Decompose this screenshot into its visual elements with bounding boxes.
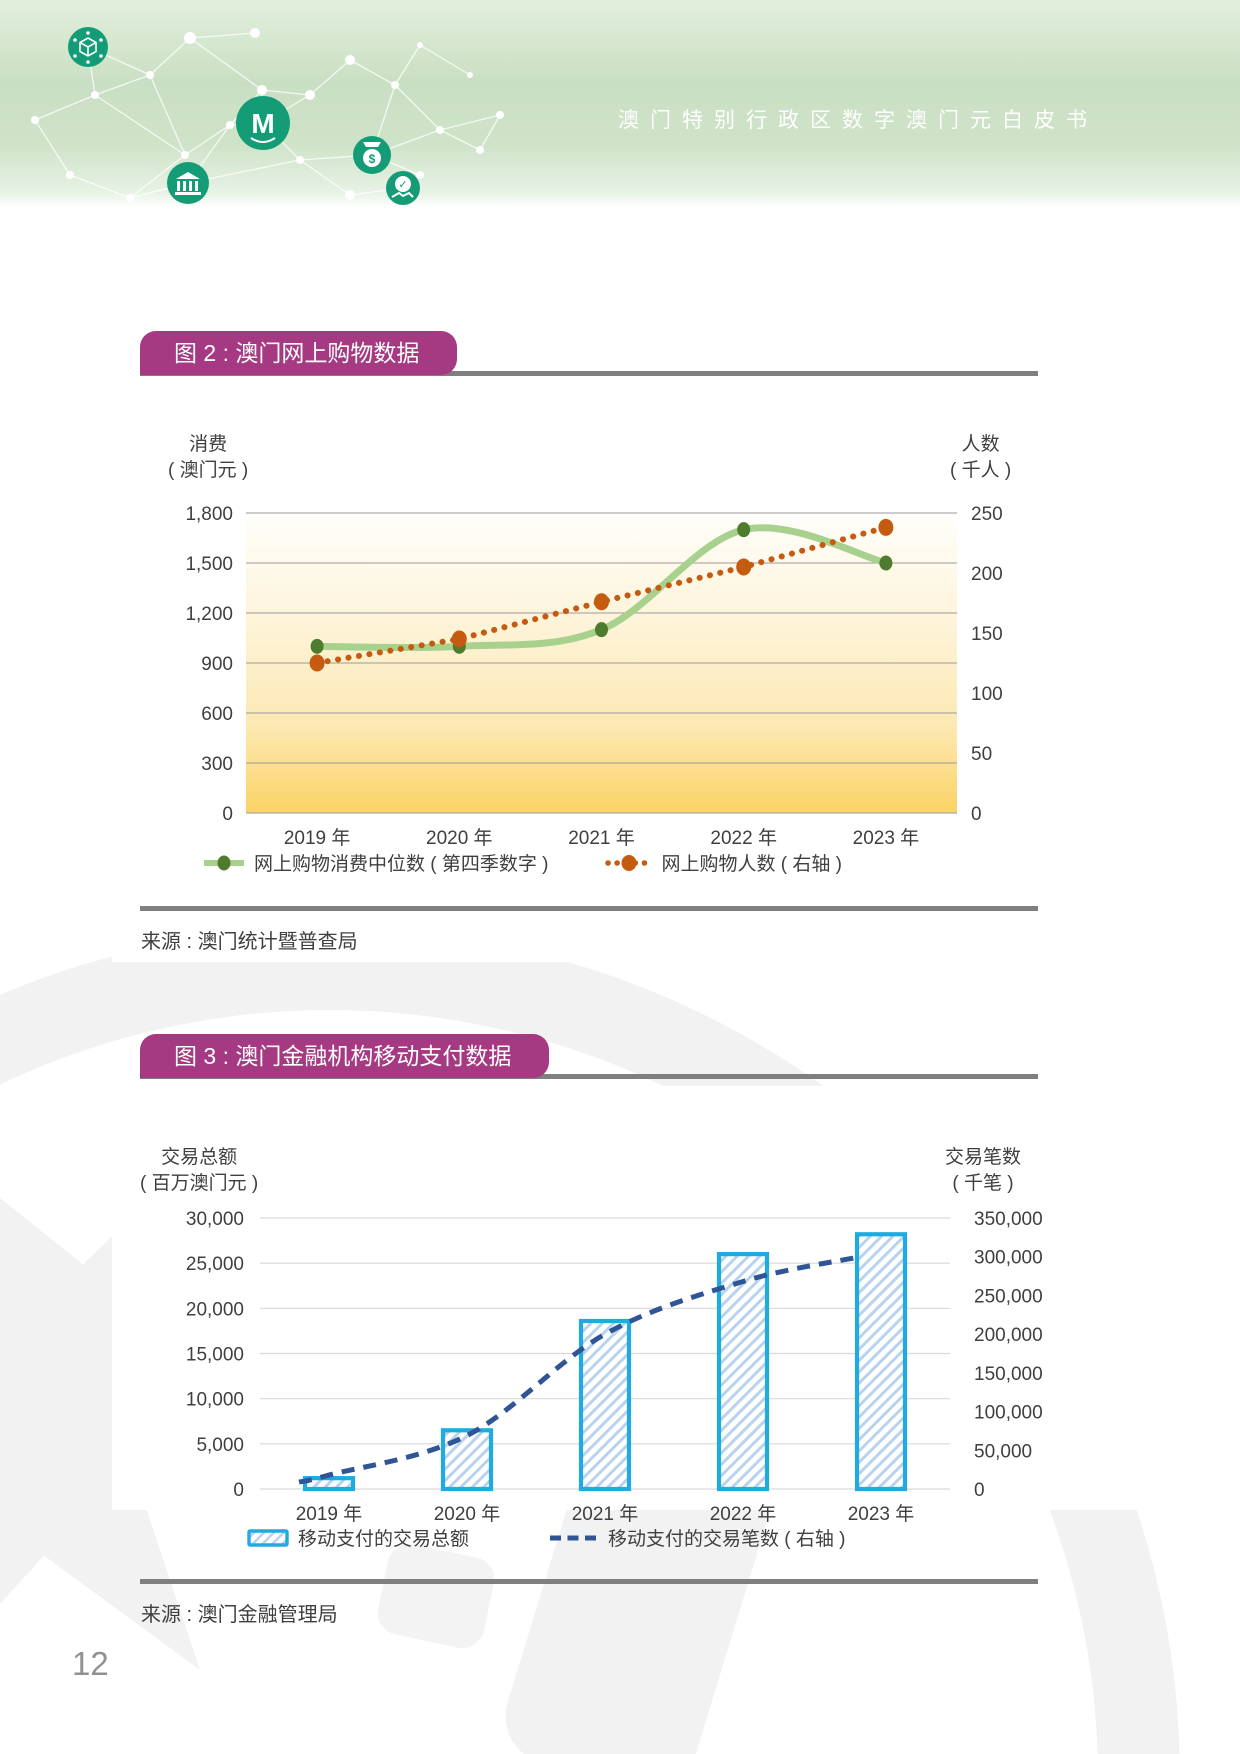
axis-tick-label: 600 [201, 704, 233, 725]
orange-data-point [309, 654, 325, 672]
green-data-point [595, 622, 608, 638]
page-number: 12 [72, 1645, 109, 1682]
legend-item-transaction-value: 移动支付的交易总额 [247, 1524, 469, 1551]
x-axis-label: 2021 年 [572, 1503, 639, 1525]
x-axis-label: 2019 年 [284, 827, 351, 849]
document-title: 澳门特别行政区数字澳门元白皮书 [618, 109, 1098, 132]
shoppers-dotted-line [314, 524, 889, 666]
handshake-check-icon: ✓ [386, 171, 420, 205]
axis-tick-label: 30,000 [186, 1209, 244, 1230]
legend-item-shoppers: 网上购物人数 ( 右轴 ) [604, 849, 842, 876]
x-axis-label: 2023 年 [848, 1503, 915, 1525]
payment-value-bar [302, 1476, 356, 1492]
payment-value-bar [854, 1232, 908, 1492]
orange-data-point [736, 558, 752, 576]
figure3-title: 图 3 : 澳门金融机构移动支付数据 [140, 1034, 550, 1078]
axis-tick-label: 1,800 [185, 504, 233, 525]
legend-item-transaction-count: 移动支付的交易笔数 ( 右轴 ) [549, 1524, 846, 1551]
chart2-right-axis-title: 交易笔数 ( 千笔 ) [945, 1147, 1022, 1194]
green-line-swatch [204, 855, 244, 870]
figure3-source: 来源 : 澳门金融管理局 [141, 1604, 338, 1626]
axis-tick-label: 250,000 [974, 1286, 1043, 1307]
axis-tick-label: 150,000 [974, 1364, 1043, 1385]
chart1-legend: 网上购物消费中位数 ( 第四季数字 ) 网上购物人数 ( 右轴 ) [203, 849, 842, 876]
payment-value-bar [440, 1428, 494, 1492]
online-shopping-chart: 1,800 1,500 1,200 900 600 300 0 250 200 150 100 50 0… [185, 504, 1003, 849]
chart2-legend: 移动支付的交易总额 移动支付的交易笔数 ( 右轴 ) [247, 1524, 846, 1551]
axis-tick-label: 1,200 [185, 604, 233, 625]
axis-tick-label: 350,000 [974, 1209, 1043, 1230]
axis-tick-label: 50,000 [974, 1441, 1032, 1462]
x-axis-label: 2022 年 [710, 827, 777, 849]
svg-text:✓: ✓ [398, 178, 407, 191]
axis-tick-label: 100 [971, 684, 1003, 705]
x-axis-label: 2020 年 [426, 827, 493, 849]
axis-tick-label: 100,000 [974, 1403, 1043, 1424]
svg-text:$: $ [369, 152, 376, 166]
axis-tick-label: 300 [201, 754, 233, 775]
axis-tick-label: 150 [971, 624, 1003, 645]
figure2-title-rule [140, 371, 1038, 376]
green-data-point [737, 522, 751, 538]
x-axis-label: 2023 年 [853, 827, 920, 849]
money-bag-icon: $ [353, 136, 391, 174]
axis-tick-label: 50 [971, 744, 992, 765]
figure2-source: 来源 : 澳门统计暨普查局 [141, 931, 358, 953]
orange-data-point [451, 630, 467, 648]
axis-tick-label: 5,000 [196, 1435, 244, 1456]
orange-data-point [878, 518, 894, 536]
orange-data-point [594, 593, 609, 611]
orange-dotted-swatch [604, 854, 653, 871]
network-graphic: M $ ✓ [31, 27, 504, 205]
x-axis-label: 2022 年 [710, 1503, 777, 1525]
hatched-bar-swatch [247, 1528, 289, 1547]
axis-tick-label: 250 [971, 504, 1003, 525]
axis-tick-label: 20,000 [186, 1299, 244, 1320]
legend-item-consumption: 网上购物消费中位数 ( 第四季数字 ) [203, 849, 549, 876]
axis-tick-label: 10,000 [186, 1390, 244, 1411]
axis-tick-label: 0 [974, 1480, 985, 1501]
payment-value-bar [716, 1252, 770, 1492]
macau-m-logo-icon: M [236, 96, 290, 150]
axis-tick-label: 900 [201, 654, 233, 675]
axis-tick-label: 0 [971, 804, 982, 825]
axis-tick-label: 200 [971, 564, 1003, 585]
figure2-title: 图 2 : 澳门网上购物数据 [140, 331, 458, 375]
axis-tick-label: 300,000 [974, 1248, 1043, 1269]
axis-tick-label: 1,500 [185, 554, 233, 575]
blockchain-icon [68, 27, 108, 67]
page-header: M $ ✓ [0, 0, 1240, 207]
mobile-payment-chart: 30,000 25,000 20,000 15,000 10,000 5,000 0 350,… [186, 1209, 1043, 1525]
axis-tick-label: 0 [222, 804, 233, 825]
figure3-title-rule [140, 1074, 1038, 1079]
chart2-left-axis-title: 交易总额 ( 百万澳门元 ) [140, 1147, 259, 1194]
svg-text:M: M [251, 108, 274, 139]
axis-tick-label: 0 [233, 1480, 244, 1501]
payment-count-dashed-line [298, 1255, 856, 1485]
axis-tick-label: 25,000 [186, 1254, 244, 1275]
bank-icon [167, 162, 209, 204]
axis-tick-label: 200,000 [974, 1325, 1043, 1346]
x-axis-label: 2021 年 [568, 827, 635, 849]
navy-dashed-swatch [550, 1535, 599, 1540]
x-axis-label: 2020 年 [434, 1503, 501, 1525]
axis-tick-label: 15,000 [186, 1345, 244, 1366]
figure2-bottom-rule [140, 906, 1038, 911]
green-data-point [879, 555, 893, 571]
figure3-bottom-rule [140, 1579, 1038, 1584]
payment-value-bar [578, 1318, 632, 1492]
green-data-point [310, 638, 324, 654]
chart1-left-axis-title: 消费 ( 澳门元 ) [168, 434, 249, 481]
chart1-right-axis-title: 人数 ( 千人 ) [950, 434, 1012, 481]
x-axis-label: 2019 年 [296, 1503, 363, 1525]
